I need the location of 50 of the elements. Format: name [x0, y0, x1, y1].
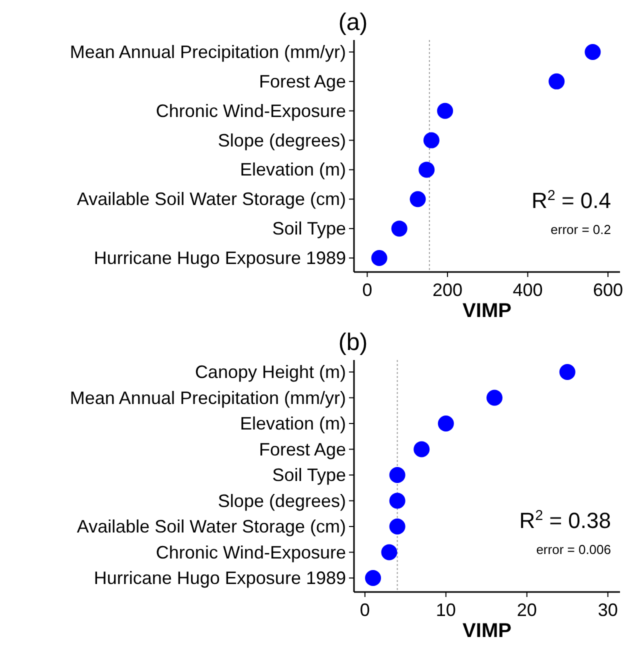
point: [389, 518, 406, 534]
x-tick-label: 10: [436, 600, 456, 620]
y-tick-label: Soil Type: [272, 465, 346, 485]
point: [414, 441, 430, 458]
x-axis-title: VIMP: [462, 620, 512, 642]
point: [371, 250, 388, 266]
annotation: R$^{2}$ = 0.38: [519, 508, 611, 533]
x-tick-label: 0: [362, 280, 372, 300]
point: [389, 467, 406, 483]
y-tick-label: Slope (degrees): [218, 490, 346, 511]
point: [438, 416, 454, 432]
y-tick-label: Available Soil Water Storage (cm): [76, 189, 346, 210]
y-tick-label: Hurricane Hugo Exposure 1989: [94, 248, 346, 268]
point: [584, 44, 601, 60]
y-tick-label: Forest Age: [258, 71, 346, 92]
point: [437, 102, 454, 119]
x-tick-label: 400: [512, 280, 543, 300]
point: [389, 492, 406, 509]
x-tick-label: 0: [360, 600, 370, 620]
chart-title: (a): [338, 9, 368, 36]
annotation: error = 0.2: [550, 222, 611, 237]
y-tick-label: Chronic Wind-Exposure: [156, 100, 346, 121]
x-tick-label: 600: [592, 280, 623, 300]
point: [365, 570, 382, 586]
point: [486, 390, 502, 406]
y-tick-label: Chronic Wind-Exposure: [156, 542, 346, 562]
y-tick-label: Mean Annual Precipitation (mm/yr): [70, 388, 346, 408]
chart-title: (b): [338, 329, 368, 356]
y-tick-label: Elevation (m): [240, 160, 346, 180]
y-tick-label: Canopy Height (m): [194, 362, 346, 382]
x-tick-label: 20: [516, 600, 537, 620]
x-axis-title: VIMP: [462, 300, 512, 322]
x-tick-label: 200: [432, 280, 463, 300]
y-tick-label: Hurricane Hugo Exposure 1989: [94, 568, 346, 588]
annotation: error = 0.006: [536, 542, 611, 557]
x-tick-label: 30: [598, 600, 618, 620]
y-tick-label: Slope (degrees): [218, 130, 346, 150]
point: [559, 364, 576, 380]
y-tick-label: Forest Age: [258, 439, 346, 460]
point: [381, 544, 398, 560]
y-tick-label: Mean Annual Precipitation (mm/yr): [70, 42, 346, 62]
point: [423, 132, 440, 148]
point: [410, 191, 426, 208]
y-tick-label: Elevation (m): [240, 414, 346, 434]
y-tick-label: Available Soil Water Storage (cm): [76, 516, 346, 536]
annotation: R$^{2}$ = 0.4: [532, 188, 611, 213]
point: [418, 162, 435, 178]
point: [548, 73, 565, 90]
y-tick-label: Soil Type: [272, 218, 346, 239]
point: [391, 220, 408, 237]
